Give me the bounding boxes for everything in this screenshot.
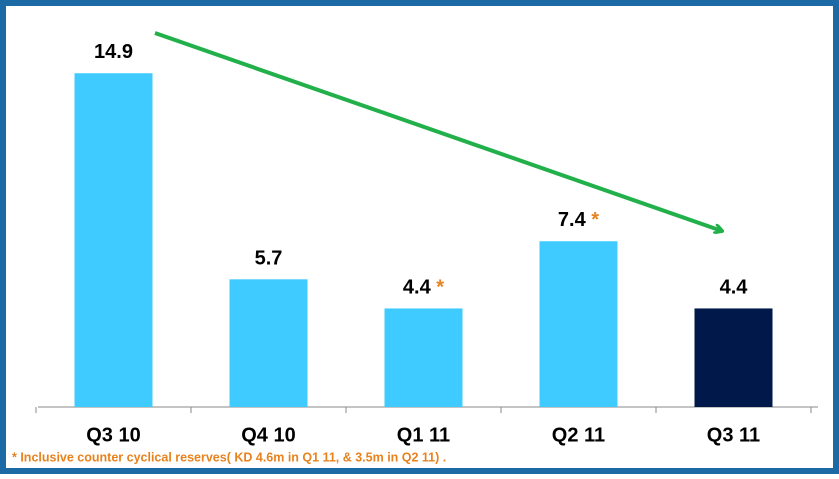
value-label: 4.4 — [720, 277, 749, 299]
bar — [229, 279, 308, 407]
x-tick-label: Q3 11 — [707, 424, 760, 446]
value-note: * — [436, 277, 444, 299]
x-tick-label: Q1 11 — [397, 424, 450, 446]
value-text: 4.4 — [720, 277, 749, 299]
value-label: 7.4 * — [558, 210, 599, 232]
bar — [694, 308, 773, 407]
bar — [74, 73, 153, 408]
bar — [384, 308, 463, 407]
value-text: 14.9 — [94, 42, 133, 64]
value-label: 4.4 * — [403, 277, 444, 299]
x-tick-label: Q4 10 — [241, 424, 295, 446]
value-label: 14.9 — [94, 42, 133, 64]
x-tick-label: Q2 11 — [552, 424, 605, 446]
value-note: * — [591, 210, 599, 232]
value-label: 5.7 — [255, 248, 283, 270]
value-text: 7.4 — [558, 210, 587, 232]
value-text: 4.4 — [403, 277, 432, 299]
value-text: 5.7 — [255, 248, 283, 270]
bar — [539, 241, 618, 407]
trend-arrow — [154, 31, 722, 231]
x-tick-label: Q3 10 — [86, 424, 140, 446]
footnote: * Inclusive counter cyclical reserves( K… — [12, 450, 446, 464]
